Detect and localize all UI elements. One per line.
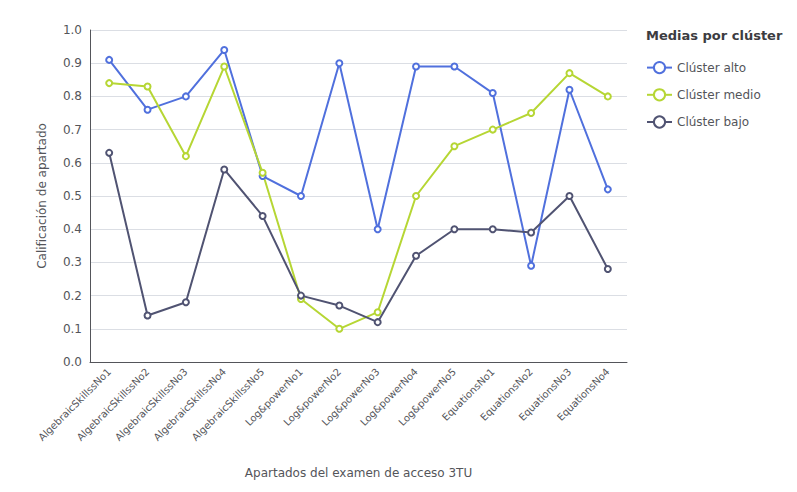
svg-text:Log&powerNo5: Log&powerNo5 [396, 366, 459, 428]
svg-text:Clúster medio: Clúster medio [677, 88, 761, 102]
svg-text:0.2: 0.2 [63, 289, 82, 303]
svg-text:AlgebraicSkillssNo2: AlgebraicSkillssNo2 [75, 366, 152, 443]
svg-text:Log&powerNo4: Log&powerNo4 [358, 366, 420, 428]
svg-text:Log&powerNo2: Log&powerNo2 [281, 366, 344, 428]
svg-text:0.3: 0.3 [63, 255, 82, 269]
svg-text:1.0: 1.0 [63, 23, 82, 37]
svg-text:0.9: 0.9 [63, 56, 82, 70]
svg-text:EquationsNo1: EquationsNo1 [439, 366, 497, 423]
svg-text:Apartados del examen de acceso: Apartados del examen de acceso 3TU [245, 466, 472, 480]
svg-text:Log&powerNo1: Log&powerNo1 [243, 366, 305, 428]
svg-text:EquationsNo3: EquationsNo3 [516, 366, 574, 423]
svg-text:0.1: 0.1 [63, 322, 82, 336]
svg-text:AlgebraicSkillssNo1: AlgebraicSkillssNo1 [36, 366, 113, 443]
svg-text:Medias por clúster: Medias por clúster [646, 28, 783, 43]
svg-text:0.7: 0.7 [63, 123, 82, 137]
svg-text:AlgebraicSkillssNo4: AlgebraicSkillssNo4 [151, 366, 228, 443]
svg-text:EquationsNo2: EquationsNo2 [478, 366, 535, 423]
svg-text:Clúster bajo: Clúster bajo [677, 115, 749, 129]
svg-text:Calificación de apartado: Calificación de apartado [35, 123, 49, 269]
svg-text:Log&powerNo3: Log&powerNo3 [319, 366, 382, 428]
svg-text:Clúster alto: Clúster alto [677, 61, 746, 75]
svg-text:0.0: 0.0 [63, 355, 82, 369]
svg-text:AlgebraicSkillssNo5: AlgebraicSkillssNo5 [190, 366, 267, 443]
svg-text:0.8: 0.8 [63, 89, 82, 103]
svg-text:0.5: 0.5 [63, 189, 82, 203]
svg-text:0.6: 0.6 [63, 156, 82, 170]
svg-text:AlgebraicSkillssNo3: AlgebraicSkillssNo3 [113, 366, 190, 443]
svg-text:0.4: 0.4 [63, 222, 82, 236]
svg-text:EquationsNo4: EquationsNo4 [555, 366, 612, 423]
